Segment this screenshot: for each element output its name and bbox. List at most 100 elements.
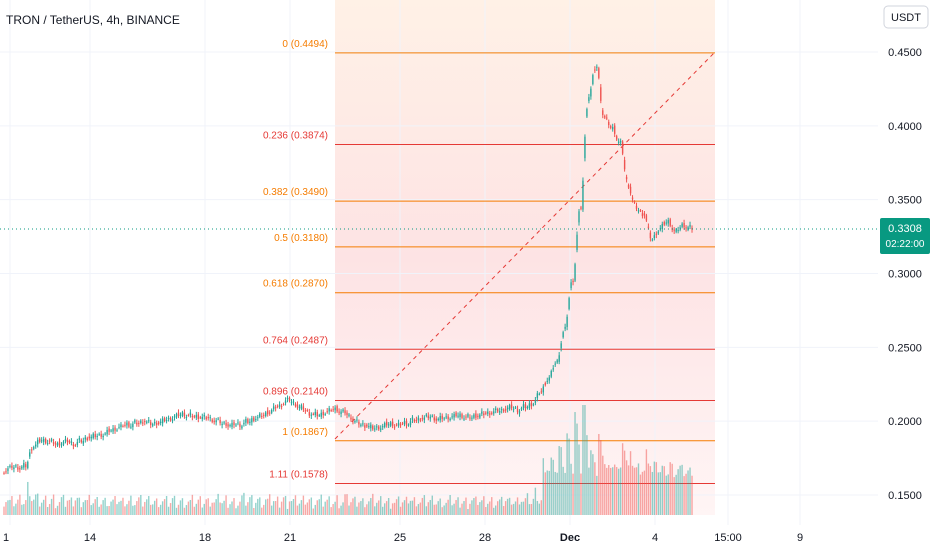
candle-body — [538, 393, 541, 395]
volume-bar — [413, 497, 416, 515]
candle-body — [223, 422, 225, 424]
volume-bar — [37, 493, 39, 515]
volume-bar — [66, 500, 69, 515]
candle-body — [619, 140, 622, 143]
volume-bar — [592, 454, 594, 515]
candle-body — [257, 417, 259, 419]
volume-bar — [407, 503, 410, 515]
volume-bar — [171, 498, 174, 515]
volume-bar — [31, 501, 33, 515]
volume-bar — [520, 501, 523, 515]
candle-body — [106, 430, 108, 435]
candle-body — [627, 184, 630, 188]
volume-bar — [691, 475, 693, 515]
candle-body — [159, 421, 162, 424]
volume-bar — [310, 497, 313, 515]
candle-body — [140, 420, 142, 423]
candle-body — [152, 424, 154, 426]
volume-bar — [409, 500, 412, 515]
candle-body — [536, 393, 539, 399]
candle-body — [290, 402, 293, 404]
volume-bar — [372, 493, 374, 515]
volume-bar — [606, 467, 608, 515]
candle-body — [227, 424, 229, 427]
volume-bar — [469, 503, 471, 515]
candle-body — [187, 415, 190, 417]
candle-body — [31, 449, 33, 451]
volume-bar — [352, 498, 354, 515]
volume-bar — [479, 502, 481, 515]
candle-body — [592, 75, 594, 84]
volume-bar — [380, 496, 382, 515]
volume-bar — [270, 505, 273, 515]
current-price-value: 0.3308 — [888, 223, 922, 235]
time-scale[interactable] — [0, 525, 878, 550]
candle-body — [667, 220, 669, 224]
volume-bar — [558, 446, 560, 515]
volume-bar — [574, 412, 576, 515]
candle-body — [161, 418, 164, 424]
candle-body — [300, 404, 303, 409]
candle-body — [11, 465, 13, 468]
fib-level-label: 1.11 (0.1578) — [269, 469, 328, 480]
volume-bar — [235, 508, 237, 515]
volume-bar — [506, 498, 509, 515]
candle-body — [338, 411, 340, 413]
candle-body — [358, 421, 360, 425]
volume-bar — [679, 465, 681, 515]
candle-body — [80, 439, 83, 443]
volume-bar — [257, 498, 259, 515]
candle-body — [330, 409, 332, 411]
fib-trend-line[interactable] — [334, 51, 716, 440]
volume-bar — [169, 503, 172, 515]
candle-body — [562, 332, 564, 338]
time-ticks: 1 14 18 21 25 28 Dec 4 15:00 9 — [3, 532, 803, 544]
candle-body — [302, 406, 305, 410]
volume-bar — [443, 505, 445, 515]
volume-bar — [326, 499, 328, 515]
price-tick-label: 0.4500 — [888, 47, 922, 59]
volume-bar — [195, 503, 198, 515]
candle-body — [66, 439, 69, 442]
candle-body — [132, 423, 134, 428]
candle-body — [197, 414, 200, 419]
volume-bar — [167, 506, 170, 515]
candle-body — [598, 68, 600, 78]
volume-bar — [647, 463, 650, 515]
volume-bar — [261, 507, 263, 515]
volume-bar — [546, 470, 548, 515]
volume-bar — [201, 507, 203, 515]
volume-bar — [584, 405, 586, 515]
volume-bar — [431, 495, 433, 515]
volume-bar — [395, 499, 398, 515]
candle-body — [211, 419, 213, 422]
currency-badge[interactable] — [883, 5, 929, 29]
volume-bar — [522, 501, 525, 515]
candle-body — [387, 424, 390, 426]
candle-body — [42, 438, 45, 442]
volume-bar — [560, 447, 562, 515]
candle-body — [94, 434, 96, 438]
candle-body — [558, 355, 560, 362]
volume-bar — [296, 505, 299, 515]
candle-body — [393, 426, 396, 428]
candle-body — [580, 207, 582, 209]
volume-bar — [421, 497, 424, 515]
candle-body — [37, 439, 39, 445]
price-scale[interactable] — [878, 0, 932, 525]
candle-body — [463, 418, 465, 420]
symbol-title[interactable]: TRON / TetherUS, 4h, BINANCE — [6, 13, 180, 27]
volume-bar — [566, 433, 568, 515]
candle-body — [253, 417, 255, 421]
candle-body — [568, 298, 570, 309]
volume-bar — [556, 472, 558, 515]
candle-body — [401, 423, 404, 425]
volume-bar — [177, 504, 180, 515]
volume-bar — [423, 495, 426, 515]
volume-bar — [600, 440, 602, 515]
candle-body — [403, 421, 406, 424]
fibonacci-retracement[interactable]: 0 (0.4494) 0.236 (0.3874) 0.382 (0.3490) 0.… — [263, 39, 715, 484]
volume-bar — [122, 497, 124, 515]
volume-bar — [120, 500, 122, 515]
